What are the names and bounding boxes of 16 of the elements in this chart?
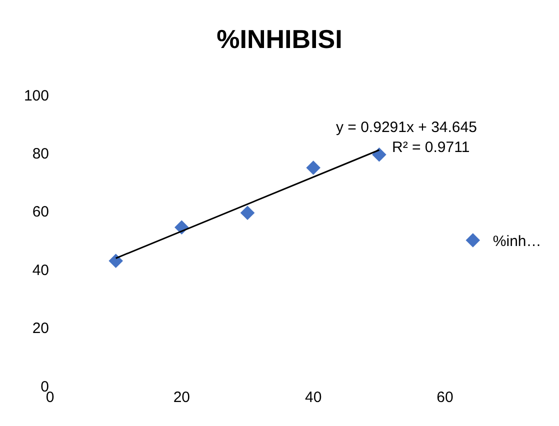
legend-label: %inh… (492, 233, 542, 250)
y-tick-label: 60 (32, 204, 49, 221)
point (108, 254, 123, 268)
y-tick-label: 80 (32, 145, 49, 162)
y-tick-label: 20 (32, 320, 49, 338)
x-tick-label: 40 (304, 389, 322, 406)
annotation: R² = 0.9711 (392, 139, 470, 156)
y-tick-label: 100 (24, 87, 49, 104)
point (372, 148, 386, 162)
x-tick-label: 60 (436, 389, 454, 406)
point (240, 206, 255, 220)
y-tick-label: 40 (32, 262, 49, 279)
annotation: y = 0.9291x + 34.645 (336, 119, 477, 136)
point (306, 160, 320, 175)
x-tick-label: 20 (173, 389, 190, 406)
chart-title: %INHIBISI (216, 24, 342, 54)
